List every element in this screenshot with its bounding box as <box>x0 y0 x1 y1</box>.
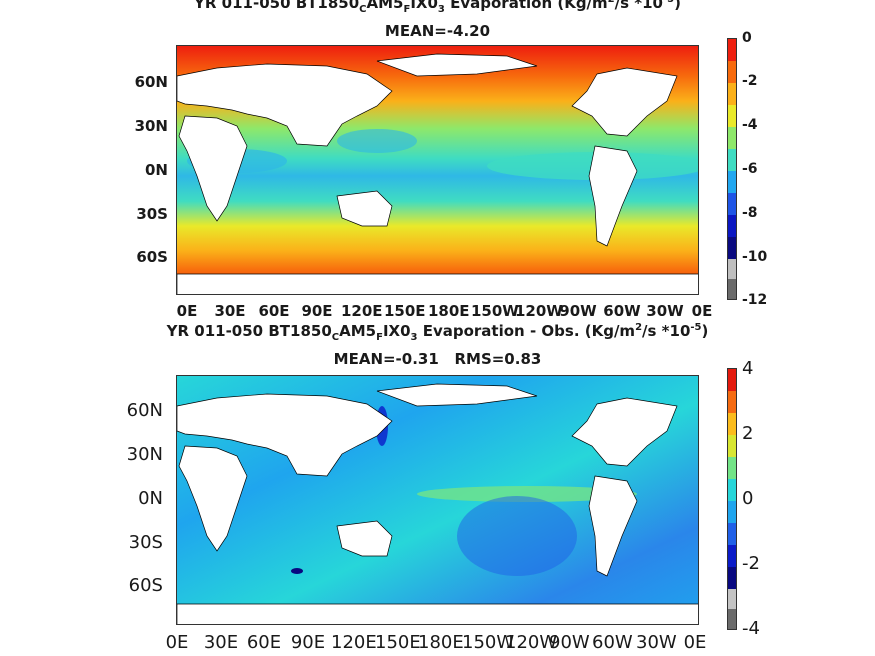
panel2-lat-tick: 60N <box>126 400 163 421</box>
panel1-cbar-tick: -4 <box>742 117 758 133</box>
panel2-lat-tick: 30N <box>126 444 163 465</box>
panel2-lon-tick: 0E <box>683 632 707 653</box>
panel1-cbar-tick: -10 <box>742 249 768 265</box>
panel1-map <box>176 45 699 295</box>
panel2-title: YR 011-050 BT1850CAM5FIX03 Evaporation -… <box>166 322 709 343</box>
panel2-lon-tick: 120E <box>331 632 377 653</box>
panel1-cbar-tick: -2 <box>742 73 758 89</box>
panel1-lon-tick: 120W <box>515 302 563 320</box>
panel2-cbar-tick: 2 <box>742 423 754 444</box>
panel1-lon-tick: 90W <box>559 302 597 320</box>
panel1-cbar-tick: -6 <box>742 161 758 177</box>
panel1-land <box>177 53 698 294</box>
panel2-lon-tick: 90W <box>549 632 590 653</box>
panel1-lon-tick: 0E <box>691 302 713 320</box>
panel1-colorbar <box>727 38 737 300</box>
panel1-lon-tick: 90E <box>301 302 333 320</box>
panel1-lon-tick: 180E <box>428 302 470 320</box>
panel1-lon-tick: 150W <box>471 302 519 320</box>
panel2-lat-tick: 0N <box>138 488 163 509</box>
panel1-map-svg <box>177 46 698 294</box>
panel2-lon-tick: 150E <box>375 632 421 653</box>
panel1-lon-tick: 60E <box>258 302 290 320</box>
panel2-lat-tick: 60S <box>128 575 163 596</box>
panel2-lon-tick: 30W <box>636 632 677 653</box>
panel1-lon-tick: 60W <box>603 302 641 320</box>
panel2-lon-tick: 60W <box>592 632 633 653</box>
panel2-cbar-tick: -2 <box>742 553 760 574</box>
panel1-cbar-tick: -12 <box>742 292 768 308</box>
panel2-lon-tick: 0E <box>165 632 189 653</box>
panel2-cbar-tick: -4 <box>742 618 760 639</box>
panel1-title: YR 011-050 BT1850CAM5FIX03 Evaporation (… <box>194 0 681 15</box>
panel1-cbar-tick: -8 <box>742 205 758 221</box>
panel2-map-svg <box>177 376 698 624</box>
panel2-lat-tick: 30S <box>128 532 163 553</box>
panel1-lon-tick: 30W <box>646 302 684 320</box>
panel2-subtitle: MEAN=-0.31 RMS=0.83 <box>333 350 542 368</box>
panel1-colorbar-svg <box>728 39 736 299</box>
panel1-lon-tick: 30E <box>214 302 246 320</box>
panel1-cbar-tick: 0 <box>742 30 752 46</box>
panel1-subtitle: MEAN=-4.20 <box>384 22 491 40</box>
panel1-lat-tick: 30N <box>134 117 168 135</box>
panel2-map <box>176 375 699 625</box>
panel1-lat-tick: 0N <box>145 161 168 179</box>
panel2-land <box>177 383 698 624</box>
panel1-lon-tick: 120E <box>341 302 383 320</box>
panel2-lon-tick: 30E <box>203 632 239 653</box>
panel1-lat-tick: 60S <box>136 248 168 266</box>
panel1-lat-tick: 30S <box>136 205 168 223</box>
panel1-lat-tick: 60N <box>134 73 168 91</box>
panel1-lon-tick: 150E <box>384 302 426 320</box>
panel2-colorbar <box>727 368 737 630</box>
panel2-lon-tick: 120W <box>505 632 558 653</box>
panel2-lon-tick: 60E <box>246 632 282 653</box>
panel1-lon-tick: 0E <box>176 302 198 320</box>
panel2-colorbar-svg <box>728 369 736 629</box>
panel2-lon-tick: 180E <box>418 632 464 653</box>
panel2-lon-tick: 90E <box>290 632 326 653</box>
panel2-cbar-tick: 4 <box>742 358 754 379</box>
panel2-lon-tick: 150W <box>462 632 515 653</box>
panel2-cbar-tick: 0 <box>742 488 754 509</box>
